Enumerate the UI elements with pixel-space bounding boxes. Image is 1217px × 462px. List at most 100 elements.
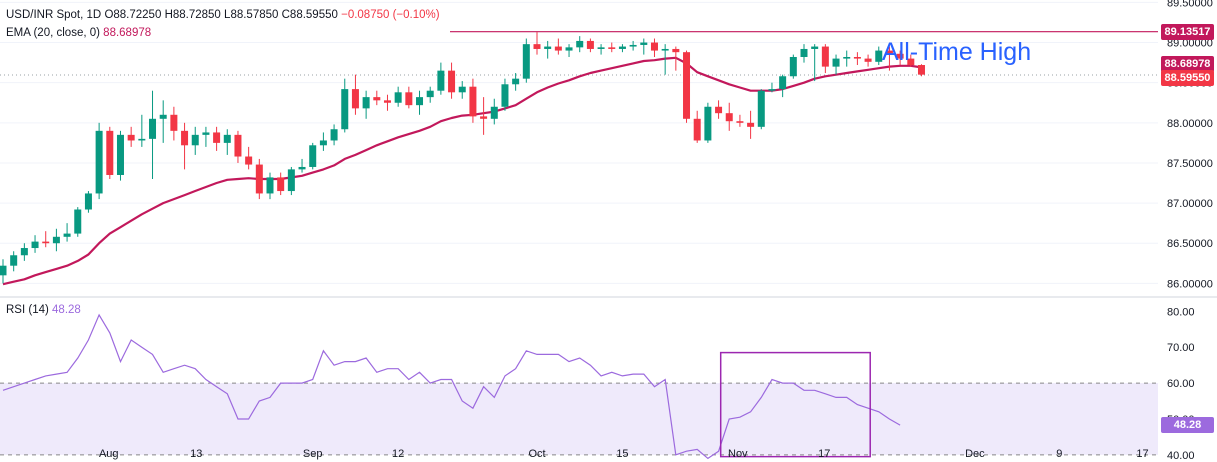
candle-body (181, 130, 189, 146)
time-tick-label: Oct (528, 448, 545, 460)
candle-body (330, 129, 338, 141)
candle-body (116, 134, 124, 175)
rsi-tick-label: 60.00 (1167, 378, 1195, 390)
candle-body (255, 164, 263, 194)
candle-body (84, 193, 92, 210)
candle-body (20, 248, 28, 256)
candle-body (629, 44, 637, 47)
time-tick-label: Sep (303, 448, 323, 460)
candle-body (747, 122, 755, 127)
rsi-legend-label[interactable]: RSI (14) (6, 304, 49, 316)
time-tick-label: Aug (99, 448, 119, 460)
candle-body (832, 58, 840, 67)
candle-body (853, 56, 861, 59)
candle-body (10, 255, 18, 266)
price-tick-label: 87.00000 (1167, 198, 1213, 210)
rsi-tick-label: 80.00 (1167, 306, 1195, 318)
rsi-line (2, 313, 901, 460)
candle-body (864, 58, 872, 62)
candle-body (234, 134, 242, 157)
candle-body (277, 177, 285, 192)
candle-body (576, 40, 584, 48)
candle-body (63, 233, 71, 237)
candle-body (490, 106, 498, 119)
candle-body (341, 89, 349, 130)
candle-body (52, 236, 60, 244)
candle-body (618, 46, 626, 49)
time-tick-label: 12 (392, 448, 404, 460)
legend-close: C88.59550 (281, 9, 338, 21)
candle-body (458, 86, 466, 93)
candle-body (138, 138, 146, 141)
candle-body (512, 78, 520, 85)
candle-body (843, 56, 851, 59)
rsi-legend: RSI (14) 48.28 (6, 304, 81, 316)
candle-body (650, 42, 658, 51)
price-tick-label: 87.50000 (1167, 158, 1213, 170)
ema-legend-label[interactable]: EMA (20, close, 0) (6, 27, 100, 39)
candle-body (800, 48, 808, 57)
ema-legend-value: 88.68978 (103, 27, 152, 39)
candle-body (298, 166, 306, 170)
legend-open: O88.72250 (104, 9, 162, 21)
candle-body (266, 177, 274, 194)
candle-body (875, 50, 883, 62)
price-axis[interactable]: 86.00000 86.50000 87.00000 87.50000 88.00000… (1167, 0, 1213, 290)
candle-body (223, 134, 231, 143)
price-tick-label: 88.00000 (1167, 118, 1213, 130)
time-tick-label: 17 (818, 448, 830, 460)
candle-body (0, 265, 7, 276)
candle-body (683, 52, 691, 119)
legend-symbol[interactable]: USD/INR Spot, 1D (6, 9, 102, 21)
price-pane: 86.00000 86.50000 87.00000 87.50000 88.00000… (0, 0, 1213, 297)
time-tick-label: 17 (1136, 448, 1148, 460)
ema-line (2, 56, 922, 286)
candle-body (159, 114, 167, 119)
candle-body (383, 100, 391, 103)
candle-body (95, 130, 103, 194)
candle-body (565, 47, 573, 51)
candle-body (715, 106, 723, 114)
candle-body (319, 140, 327, 146)
candle-body (736, 121, 744, 123)
candle-body (373, 97, 381, 101)
candle-body (74, 209, 82, 234)
candle-body (704, 106, 712, 141)
price-tick-label: 89.00000 (1167, 38, 1213, 50)
candle-body (362, 97, 370, 109)
price-tick-label: 89.50000 (1167, 0, 1213, 9)
candle-body (757, 90, 765, 127)
candle-body (426, 90, 434, 98)
candle-body (821, 46, 829, 67)
candle-body (501, 84, 509, 107)
time-axis[interactable]: Aug 13 Sep 12 Oct 15 Nov 17 Dec 9 17 (99, 448, 1149, 460)
candle-body (917, 65, 925, 75)
candle-body (448, 70, 456, 93)
legend-change: −0.08750 (−0.10%) (341, 9, 440, 21)
legend-low: L88.57850 (224, 9, 279, 21)
candle-body (768, 89, 776, 91)
candle-body (779, 76, 787, 90)
candle-body (287, 169, 295, 192)
candle-body (672, 48, 680, 53)
candle-body (31, 241, 39, 249)
ath-price-tag: 89.13517 (1161, 23, 1214, 40)
price-legend: USD/INR Spot, 1D O88.72250 H88.72850 L88… (6, 9, 440, 21)
candle-body (811, 46, 819, 49)
candle-body (202, 132, 210, 135)
legend-high: H88.72850 (164, 9, 221, 21)
candle-body (351, 89, 359, 109)
price-pane-background (0, 0, 1158, 297)
candle-body (170, 114, 178, 131)
rsi-tick-label: 70.00 (1167, 342, 1195, 354)
candle-body (394, 92, 402, 103)
all-time-high-annotation: All-Time High (882, 38, 1032, 66)
rsi-highlight-box (719, 351, 871, 458)
candle-body (127, 134, 135, 141)
candle-body (544, 46, 552, 49)
rsi-legend-value: 48.28 (52, 304, 81, 316)
candle-body (309, 145, 317, 167)
time-tick-label: Nov (728, 448, 748, 460)
